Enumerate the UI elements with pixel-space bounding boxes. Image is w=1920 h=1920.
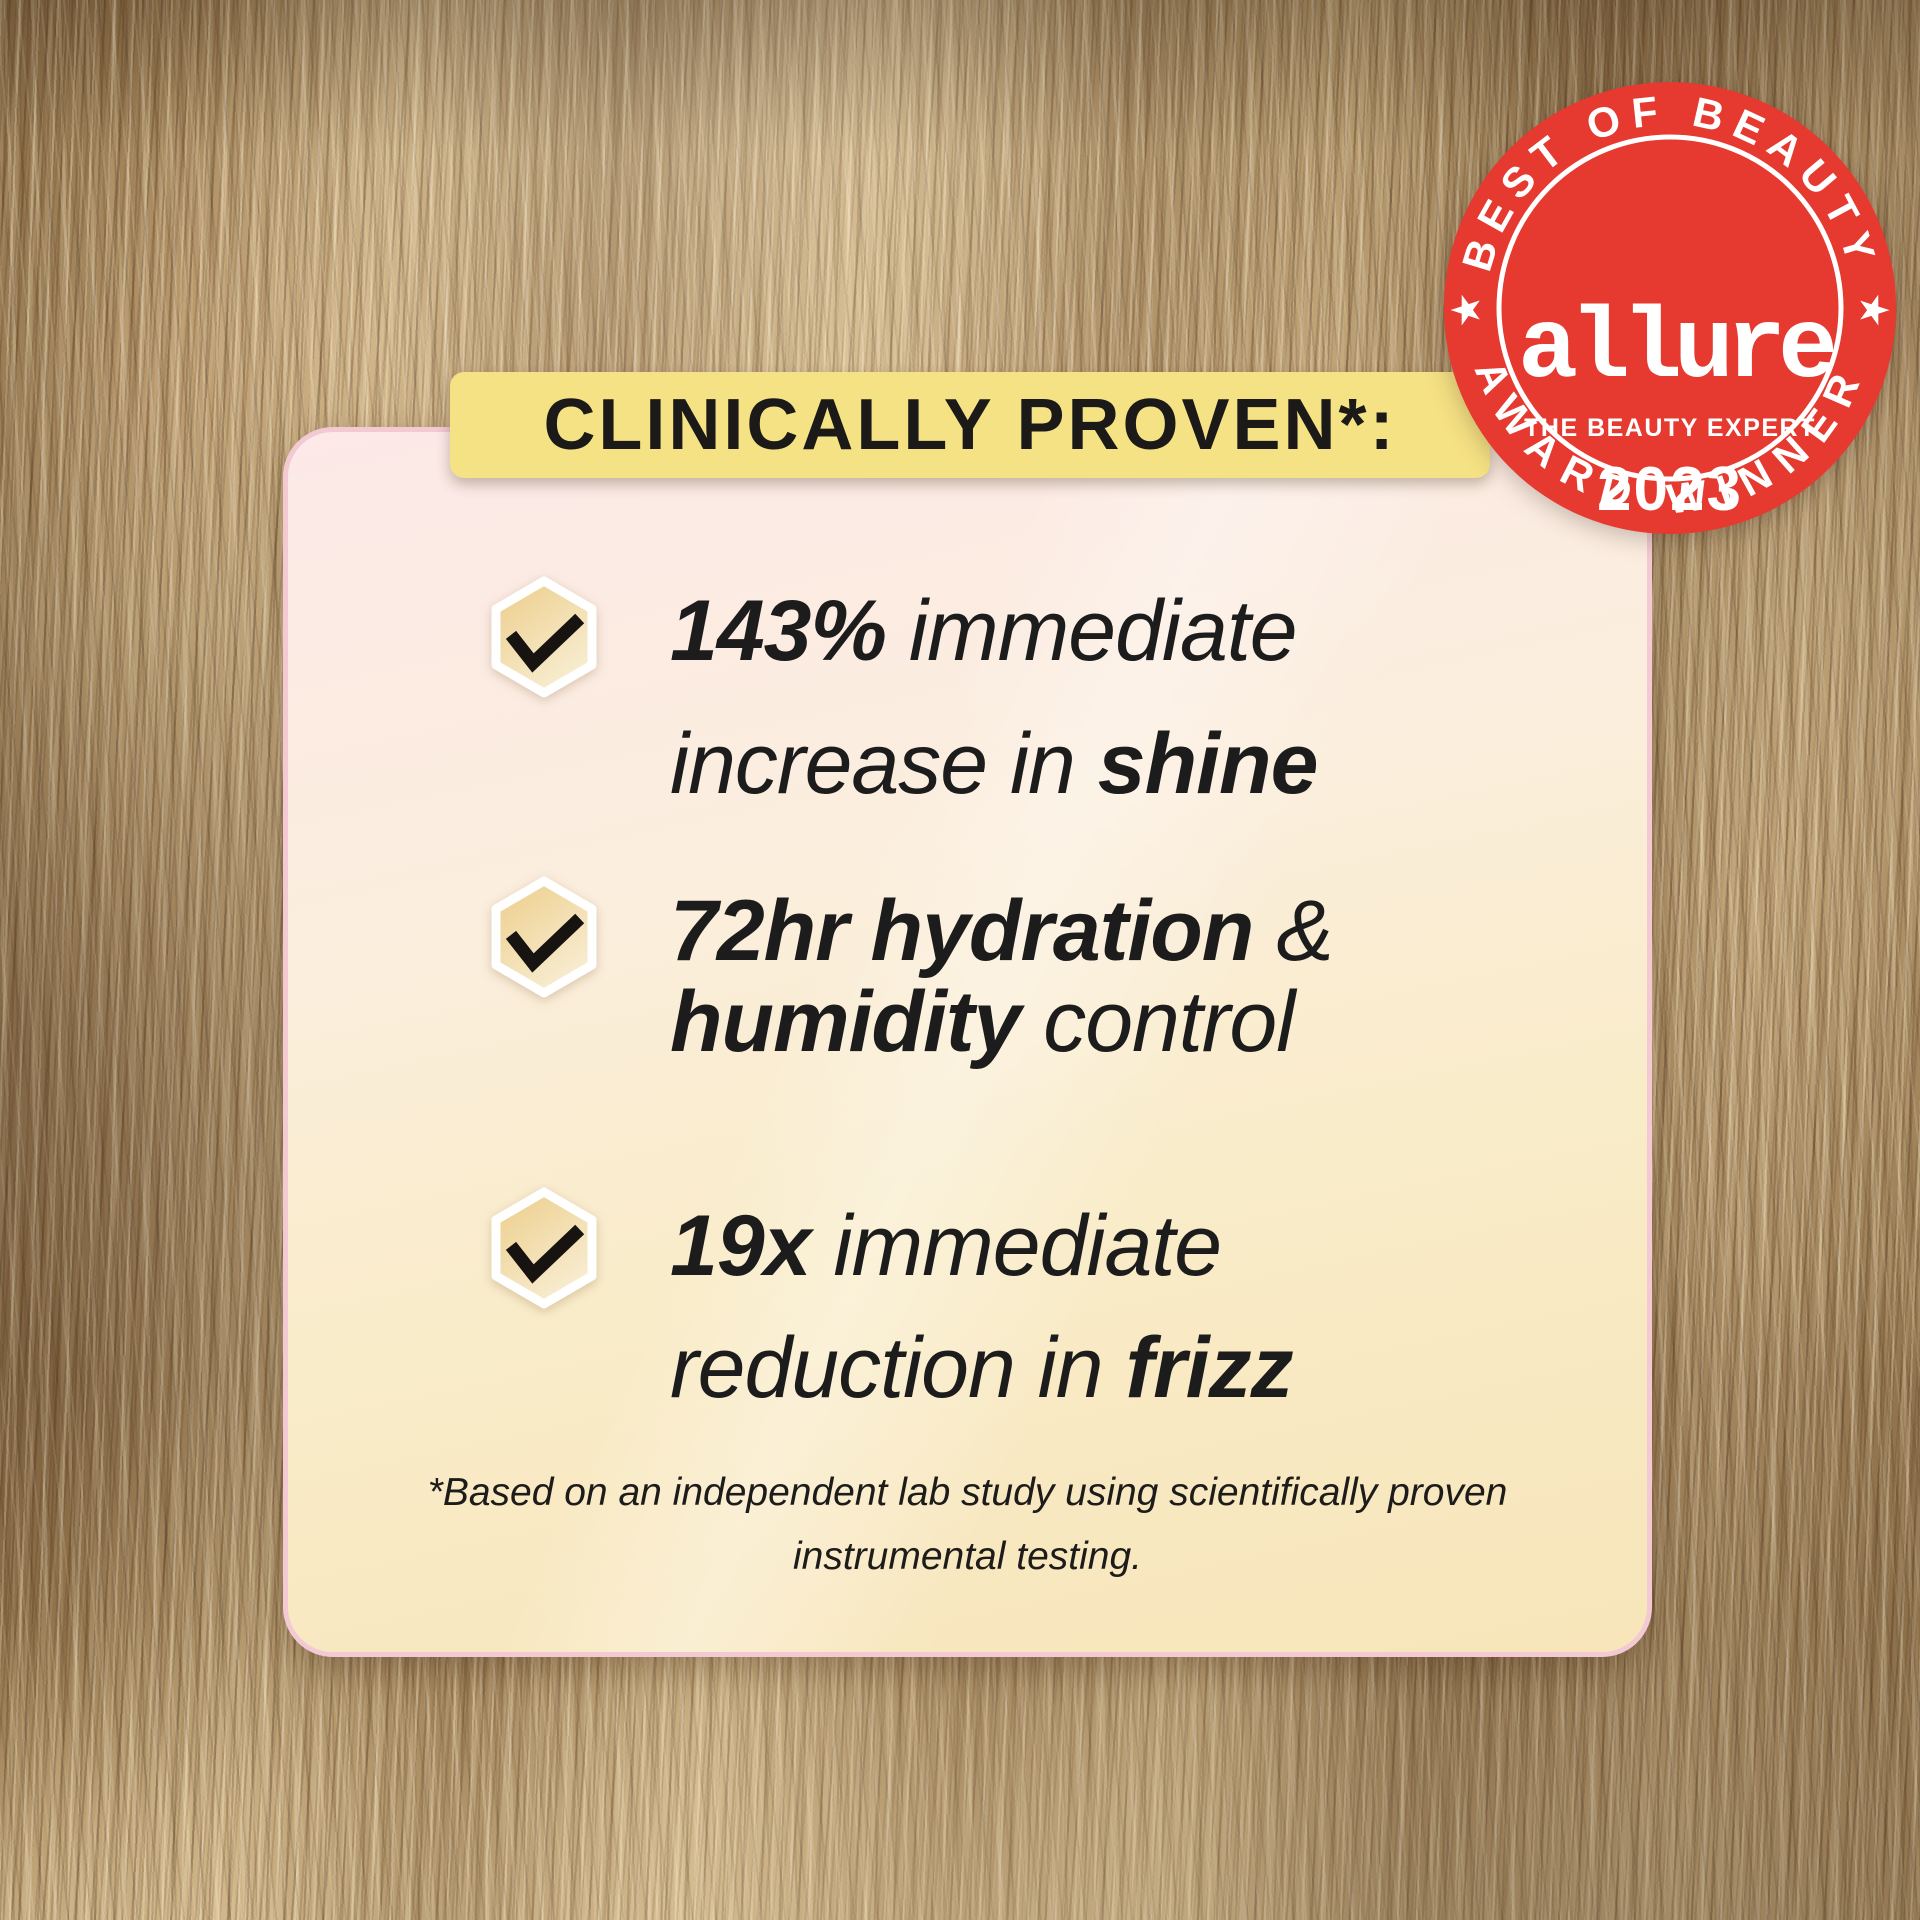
claim-text: immediate: [885, 583, 1298, 679]
check-icon: [491, 1187, 597, 1309]
claim-frizz-line-2: reduction in frizz: [670, 1325, 1294, 1411]
claim-keyword: humidity: [670, 974, 1021, 1070]
claim-text: increase in: [670, 716, 1098, 812]
banner-label: CLINICALLY PROVEN*:: [543, 385, 1397, 465]
claim-shine-line-1: 143% immediate: [670, 588, 1298, 674]
claim-text: immediate: [810, 1198, 1222, 1294]
claim-frizz-line-1: 19x immediate: [670, 1203, 1222, 1289]
badge-year: 2023: [1597, 455, 1743, 524]
check-icon: [491, 876, 597, 998]
claim-value: 143%: [670, 583, 887, 679]
footnote-line-1: *Based on an independent lab study using…: [427, 1471, 1508, 1514]
badge-circle: [1444, 82, 1896, 534]
claim-text: reduction in: [670, 1320, 1126, 1416]
clinically-proven-banner: CLINICALLY PROVEN*:: [450, 372, 1490, 478]
claim-keyword: shine: [1097, 716, 1319, 812]
claim-keyword: frizz: [1125, 1320, 1294, 1416]
badge-tagline: THE BEAUTY EXPERT: [1524, 414, 1816, 442]
check-icon: [491, 576, 597, 698]
claim-value: 19x: [670, 1198, 811, 1294]
claim-text: &: [1253, 883, 1333, 979]
claim-hydration-line-1: 72hr hydration &: [670, 888, 1334, 974]
badge-inner-ring: [1496, 134, 1844, 482]
allure-best-of-beauty-badge: BEST OF BEAUTY AWARD WINNER ★ ★ allure T…: [1443, 82, 1897, 534]
allure-logo: allure: [1518, 294, 1834, 407]
claim-shine-line-2: increase in shine: [670, 721, 1318, 807]
claim-hydration-line-2: humidity control: [670, 979, 1295, 1065]
claim-value: 72hr hydration: [670, 883, 1254, 979]
footnote-line-2: instrumental testing.: [792, 1535, 1142, 1578]
claim-text: control: [1020, 974, 1295, 1070]
